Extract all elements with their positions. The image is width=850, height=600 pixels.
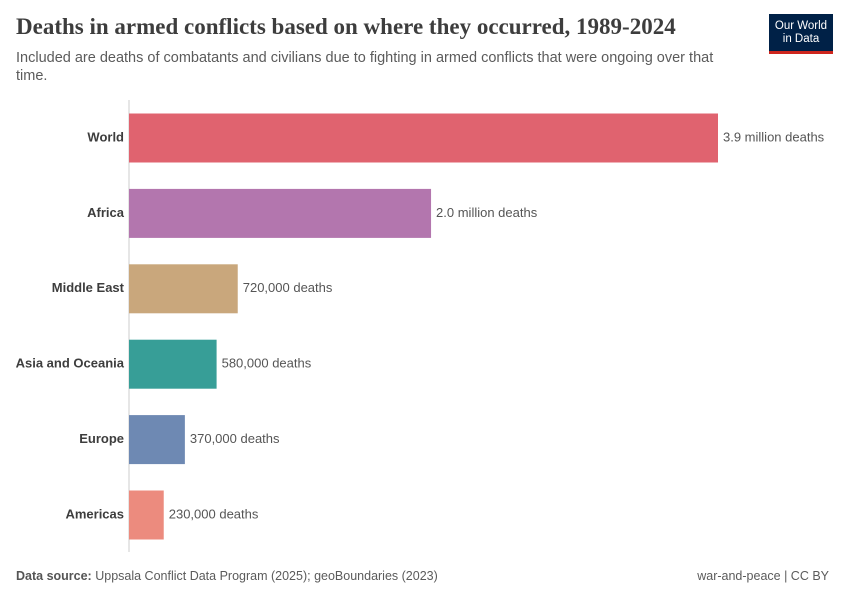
value-label: 230,000 deaths (169, 506, 259, 521)
category-label: Asia and Oceania (16, 356, 125, 371)
chart: World 3.9 million deaths Africa 2.0 million… (16, 100, 825, 552)
source[interactable]: Uppsala Conflict Data Program (2025); ge… (95, 569, 438, 583)
chart-title: Deaths in armed conflicts based on where… (16, 14, 676, 39)
value-label: 3.9 million deaths (723, 129, 825, 144)
bar (129, 188, 432, 238)
bar (129, 415, 185, 465)
category-label: Europe (79, 431, 124, 446)
category-label: World (87, 129, 124, 144)
value-label: 370,000 deaths (190, 431, 280, 446)
footer-source: Data source: Uppsala Conflict Data Progr… (16, 569, 438, 583)
value-label: 580,000 deaths (222, 356, 312, 371)
bar (129, 264, 238, 314)
license[interactable]: war-and-peace | CC BY (697, 569, 829, 583)
bar (129, 490, 164, 540)
value-label: 2.0 million deaths (436, 205, 538, 220)
source-label: Data source: (16, 569, 92, 583)
category-label: Africa (87, 205, 125, 220)
bar (129, 339, 217, 389)
chart-subtitle: Included are deaths of combatants and ci… (16, 50, 714, 84)
category-label: Americas (65, 506, 124, 521)
bar (129, 113, 718, 163)
value-label: 720,000 deaths (243, 280, 333, 295)
category-label: Middle East (52, 280, 125, 295)
logo[interactable]: Our World in Data (769, 14, 833, 54)
